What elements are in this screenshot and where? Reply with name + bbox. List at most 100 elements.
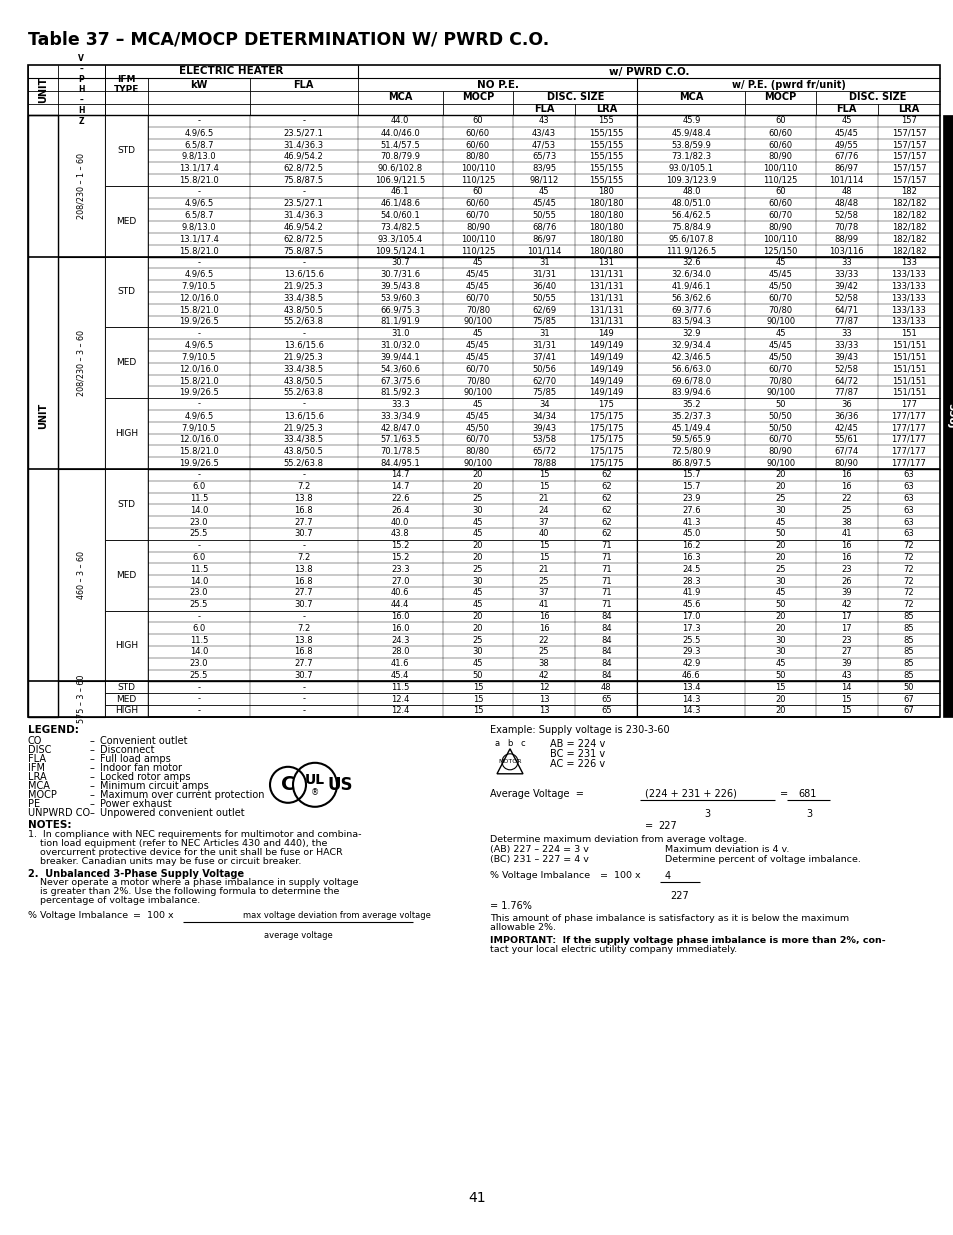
Text: 157/157: 157/157 bbox=[891, 175, 925, 184]
Text: 133: 133 bbox=[900, 258, 916, 267]
Text: 33.4/38.5: 33.4/38.5 bbox=[283, 294, 323, 303]
Text: 90/100: 90/100 bbox=[765, 458, 794, 468]
Text: 24.5: 24.5 bbox=[681, 564, 700, 574]
Text: (BC) 231 – 227 = 4 v: (BC) 231 – 227 = 4 v bbox=[490, 855, 588, 863]
Text: 12.0/16.0: 12.0/16.0 bbox=[179, 294, 218, 303]
Text: US: US bbox=[327, 776, 353, 794]
Text: 27.7: 27.7 bbox=[294, 588, 313, 598]
Text: 15.8/21.0: 15.8/21.0 bbox=[179, 375, 218, 385]
Text: 37/41: 37/41 bbox=[532, 352, 556, 362]
Text: 33: 33 bbox=[841, 329, 851, 338]
Text: 45: 45 bbox=[472, 659, 482, 668]
Text: 11.5: 11.5 bbox=[190, 494, 208, 503]
Text: 50: 50 bbox=[775, 400, 785, 409]
Text: 101/114: 101/114 bbox=[829, 175, 863, 184]
Text: –: – bbox=[90, 763, 94, 773]
Text: w/ PWRD C.O.: w/ PWRD C.O. bbox=[608, 67, 688, 77]
Text: 41: 41 bbox=[841, 530, 851, 538]
Text: 71: 71 bbox=[600, 577, 611, 585]
Text: 30.7: 30.7 bbox=[294, 530, 313, 538]
Text: 151: 151 bbox=[900, 329, 916, 338]
Text: 180/180: 180/180 bbox=[588, 211, 623, 220]
Text: 36/36: 36/36 bbox=[834, 411, 858, 420]
Text: 558J: 558J bbox=[945, 403, 953, 429]
Text: 177/177: 177/177 bbox=[890, 447, 925, 456]
Text: 227: 227 bbox=[670, 890, 689, 900]
Text: 20: 20 bbox=[775, 482, 785, 492]
Text: 14.7: 14.7 bbox=[391, 482, 409, 492]
Text: 54.0/60.1: 54.0/60.1 bbox=[380, 211, 419, 220]
Text: 64/72: 64/72 bbox=[834, 375, 858, 385]
Text: UNIT: UNIT bbox=[38, 77, 48, 104]
Text: 182/182: 182/182 bbox=[891, 235, 925, 243]
Text: CO: CO bbox=[28, 736, 42, 746]
Text: 71: 71 bbox=[600, 541, 611, 551]
Text: 15: 15 bbox=[472, 706, 482, 715]
Text: 31.0: 31.0 bbox=[391, 329, 409, 338]
Text: 25.5: 25.5 bbox=[190, 530, 208, 538]
Text: 133/133: 133/133 bbox=[890, 294, 925, 303]
Text: 15.8/21.0: 15.8/21.0 bbox=[179, 175, 218, 184]
Text: 30.7: 30.7 bbox=[294, 671, 313, 680]
Text: 42/45: 42/45 bbox=[834, 424, 858, 432]
Text: MOCP: MOCP bbox=[461, 93, 494, 103]
Text: 16.0: 16.0 bbox=[391, 624, 409, 632]
Text: 6.5/8.7: 6.5/8.7 bbox=[184, 140, 213, 149]
Text: 177: 177 bbox=[900, 400, 916, 409]
Text: 62: 62 bbox=[600, 530, 611, 538]
Text: 17.3: 17.3 bbox=[681, 624, 700, 632]
Text: % Voltage Imbalance: % Voltage Imbalance bbox=[490, 871, 590, 879]
Bar bbox=[942, 115, 953, 716]
Text: 100/110: 100/110 bbox=[460, 163, 495, 173]
Text: 69.6/78.0: 69.6/78.0 bbox=[671, 375, 711, 385]
Bar bbox=[28, 65, 939, 716]
Text: 45/45: 45/45 bbox=[465, 282, 489, 290]
Text: 27: 27 bbox=[841, 647, 851, 656]
Text: 30: 30 bbox=[775, 506, 785, 515]
Text: 149: 149 bbox=[598, 329, 614, 338]
Text: 15.8/21.0: 15.8/21.0 bbox=[179, 305, 218, 314]
Text: 45/50: 45/50 bbox=[465, 424, 489, 432]
Text: 14.0: 14.0 bbox=[190, 506, 208, 515]
Text: 71: 71 bbox=[600, 588, 611, 598]
Bar bbox=[105, 682, 148, 693]
Text: 70/80: 70/80 bbox=[465, 375, 490, 385]
Text: 53.9/60.3: 53.9/60.3 bbox=[380, 294, 419, 303]
Text: 52/58: 52/58 bbox=[834, 294, 858, 303]
Text: 25: 25 bbox=[841, 506, 851, 515]
Text: 23.5/27.1: 23.5/27.1 bbox=[283, 199, 323, 207]
Text: 50: 50 bbox=[902, 683, 913, 692]
Text: 149/149: 149/149 bbox=[588, 375, 623, 385]
Text: 45.9: 45.9 bbox=[681, 116, 700, 126]
Text: 62/70: 62/70 bbox=[532, 375, 556, 385]
Text: 7.9/10.5: 7.9/10.5 bbox=[181, 352, 216, 362]
Text: 103/116: 103/116 bbox=[828, 246, 863, 256]
Text: 9.8/13.0: 9.8/13.0 bbox=[181, 222, 216, 232]
Text: 67.3/75.6: 67.3/75.6 bbox=[379, 375, 420, 385]
Text: 46.1: 46.1 bbox=[391, 188, 409, 196]
Text: 38: 38 bbox=[841, 517, 851, 526]
Text: 60/60: 60/60 bbox=[768, 199, 792, 207]
Text: a: a bbox=[494, 740, 499, 748]
Text: 12: 12 bbox=[538, 683, 549, 692]
Text: STD: STD bbox=[117, 146, 135, 154]
Text: STD: STD bbox=[117, 500, 135, 509]
Text: 31/31: 31/31 bbox=[532, 341, 556, 350]
Text: 77/87: 77/87 bbox=[834, 388, 858, 396]
Text: DISC: DISC bbox=[28, 745, 51, 755]
Text: –: – bbox=[90, 772, 94, 782]
Text: 63: 63 bbox=[902, 471, 913, 479]
Text: 62: 62 bbox=[600, 506, 611, 515]
Text: (AB) 227 – 224 = 3 v: (AB) 227 – 224 = 3 v bbox=[490, 845, 588, 853]
Bar bbox=[105, 469, 148, 540]
Text: 70/80: 70/80 bbox=[768, 305, 792, 314]
Text: 4.9/6.5: 4.9/6.5 bbox=[184, 341, 213, 350]
Text: 85: 85 bbox=[902, 636, 913, 645]
Text: 15: 15 bbox=[538, 471, 549, 479]
Text: 62.8/72.5: 62.8/72.5 bbox=[283, 163, 323, 173]
Text: LRA: LRA bbox=[28, 772, 47, 782]
Text: -: - bbox=[302, 706, 305, 715]
Text: 20: 20 bbox=[472, 613, 482, 621]
Text: 157/157: 157/157 bbox=[891, 152, 925, 161]
Text: 109.3/123.9: 109.3/123.9 bbox=[665, 175, 716, 184]
